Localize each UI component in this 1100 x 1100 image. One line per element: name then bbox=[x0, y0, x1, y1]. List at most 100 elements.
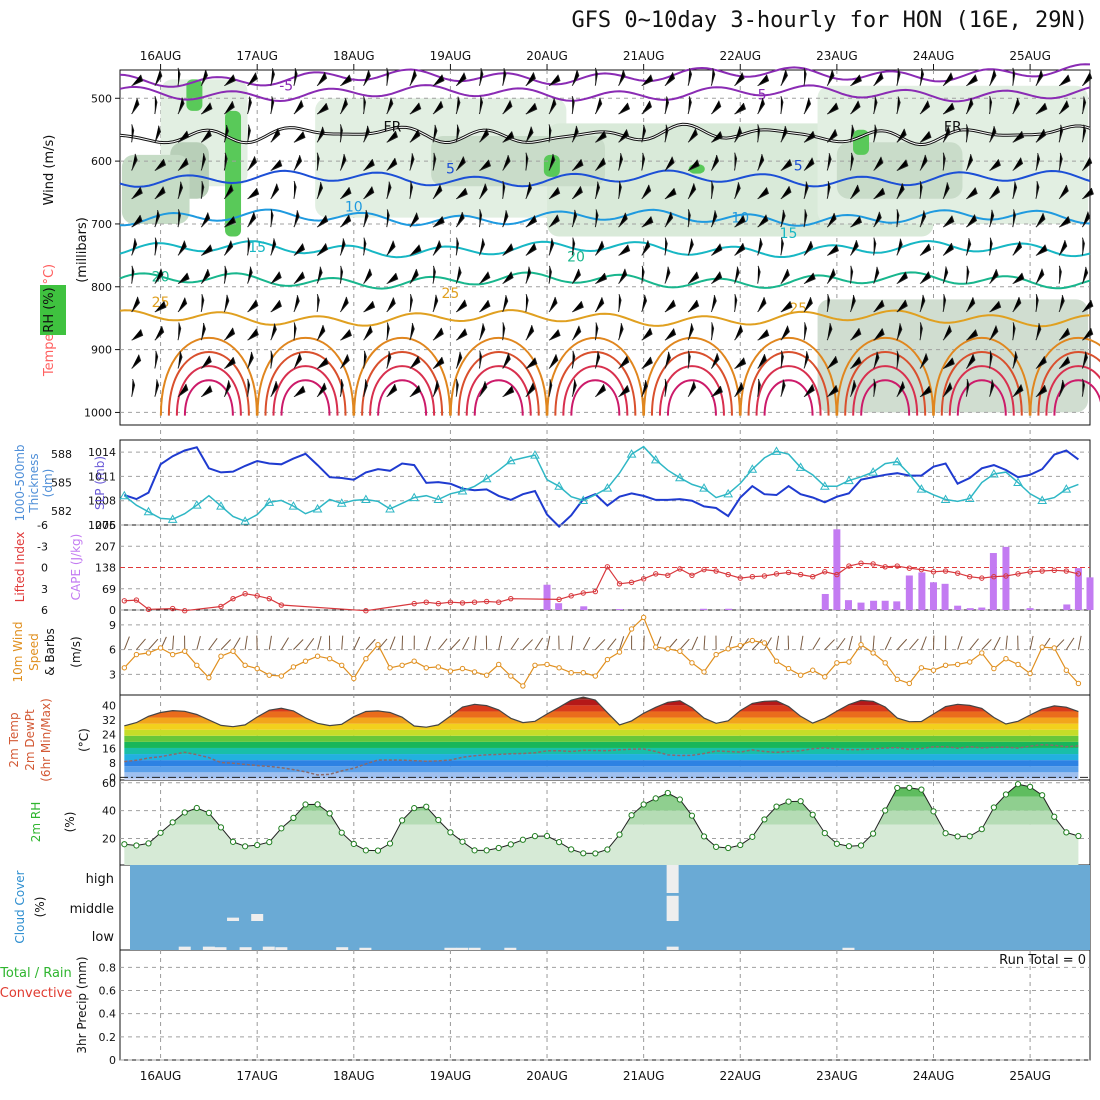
temperature-loop bbox=[1029, 336, 1100, 416]
wind-barb bbox=[478, 323, 486, 341]
temperature-loop bbox=[1037, 350, 1100, 416]
wind-barb bbox=[966, 214, 977, 228]
temperature-loop bbox=[554, 350, 637, 416]
wind-barb bbox=[757, 214, 769, 228]
lifted-index-marker bbox=[1015, 571, 1021, 577]
wind-barb bbox=[386, 67, 390, 86]
wind-barb bbox=[896, 96, 901, 115]
lifted-index-marker bbox=[1039, 568, 1045, 574]
wind-barb bbox=[339, 354, 350, 369]
wind-barb bbox=[664, 211, 674, 228]
temperature-loop bbox=[361, 350, 444, 416]
thickness-marker bbox=[505, 455, 516, 465]
wind-barb bbox=[200, 153, 206, 171]
lifted-index-marker bbox=[1003, 573, 1009, 579]
wind-barb bbox=[618, 355, 630, 369]
wind-barb bbox=[1035, 152, 1041, 171]
cloud-block bbox=[178, 946, 191, 950]
wind-barb bbox=[571, 69, 580, 86]
isotherm-line bbox=[119, 208, 1091, 227]
wind-barb bbox=[293, 210, 300, 228]
surface-wind-barb bbox=[908, 638, 919, 650]
slp-tick-label: 1011 bbox=[88, 470, 116, 483]
rh-marker bbox=[1002, 791, 1010, 798]
wind-barb bbox=[966, 74, 978, 87]
wind-barb bbox=[270, 183, 280, 200]
wind-barb bbox=[339, 153, 347, 171]
thickness-marker bbox=[989, 468, 999, 478]
wind-barb bbox=[710, 180, 714, 199]
temp-band bbox=[124, 754, 1079, 761]
cloud-block bbox=[444, 947, 457, 950]
temp-band bbox=[124, 741, 1079, 748]
thickness-marker bbox=[675, 472, 685, 482]
rh-marker bbox=[1026, 783, 1034, 790]
wind-barb bbox=[873, 351, 880, 369]
cape-tick-label: 276 bbox=[95, 519, 116, 532]
wind-barb bbox=[200, 385, 213, 398]
rh-marker bbox=[713, 843, 720, 850]
surface-wind-barb bbox=[691, 636, 699, 650]
wind-barb bbox=[455, 351, 463, 369]
wind-barb bbox=[664, 124, 669, 143]
wind-barb bbox=[734, 72, 745, 87]
cloud-block bbox=[227, 917, 240, 921]
wind-barb bbox=[1082, 187, 1094, 200]
isotherm-line bbox=[119, 84, 1091, 103]
wind-barb bbox=[873, 299, 885, 313]
wind-barb bbox=[826, 322, 833, 341]
wind-barb bbox=[966, 187, 978, 200]
wind-barb bbox=[1081, 72, 1093, 87]
surface-wind-barb bbox=[148, 638, 159, 650]
wind-barb bbox=[363, 96, 367, 115]
wind-barb bbox=[1058, 124, 1064, 143]
temperature-loop bbox=[642, 336, 741, 416]
rh-marker bbox=[362, 847, 369, 854]
wind-barb bbox=[154, 209, 161, 228]
thickness-marker bbox=[771, 446, 782, 455]
lifted-index-marker bbox=[435, 600, 442, 607]
contour-label: -5 bbox=[753, 88, 767, 104]
cloud-level-label: middle bbox=[70, 902, 114, 917]
wind-barb bbox=[247, 328, 259, 341]
rh-marker bbox=[785, 798, 792, 805]
wind-barb bbox=[478, 350, 483, 369]
wind-barb bbox=[340, 187, 352, 200]
wind-barb bbox=[502, 100, 513, 115]
wind-barb bbox=[270, 380, 279, 397]
rh-marker bbox=[628, 812, 635, 819]
lifted-index-marker bbox=[266, 595, 272, 602]
rh-marker bbox=[664, 789, 671, 797]
wind-barb bbox=[896, 238, 903, 256]
wind-speed-marker bbox=[254, 665, 260, 672]
wind-speed-marker bbox=[532, 662, 538, 668]
wind-barb bbox=[989, 350, 993, 369]
wind-barb bbox=[757, 353, 767, 369]
surface-wind-barbs bbox=[123, 635, 1082, 650]
wind-barb bbox=[965, 97, 974, 115]
rh-marker bbox=[797, 798, 804, 805]
wind-barb bbox=[641, 380, 648, 397]
lifted-index-marker bbox=[628, 579, 635, 586]
wind-barb bbox=[1058, 152, 1063, 171]
precip-axis-label: 3hr Precip (mm) bbox=[75, 956, 89, 1053]
surface-wind-barb bbox=[123, 636, 130, 650]
wind-barb bbox=[687, 238, 694, 256]
rh-tick-label: 60 bbox=[102, 777, 116, 790]
cape-tick-label: 207 bbox=[95, 540, 116, 553]
wind-barb bbox=[1081, 237, 1085, 256]
wind-barb bbox=[873, 266, 880, 284]
temp-line bbox=[124, 696, 1079, 728]
surface-wind-barb bbox=[1005, 635, 1008, 650]
cape-bar bbox=[821, 593, 829, 610]
wind-speed-marker bbox=[930, 667, 937, 673]
wind-barb bbox=[664, 96, 670, 115]
temperature-loop bbox=[369, 365, 436, 416]
rh-marker bbox=[954, 833, 961, 840]
wind-barb bbox=[687, 209, 691, 228]
wind-speed-marker bbox=[761, 640, 768, 646]
wind-barb bbox=[339, 265, 344, 284]
wind-barb bbox=[641, 124, 647, 143]
wind-barb bbox=[734, 357, 747, 369]
wind-speed-marker bbox=[290, 664, 297, 670]
